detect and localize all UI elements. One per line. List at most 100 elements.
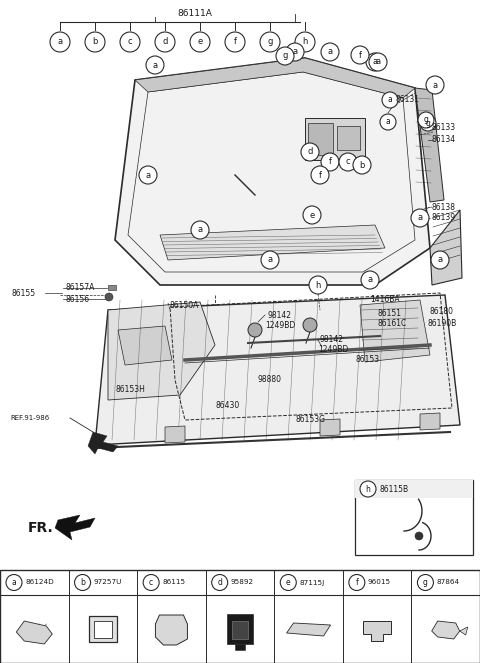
Bar [337, 126, 360, 150]
Text: f: f [356, 578, 358, 587]
Text: 86161C: 86161C [378, 318, 407, 328]
Circle shape [225, 32, 245, 52]
Circle shape [303, 318, 317, 332]
Text: c: c [149, 578, 153, 587]
Bar [305, 118, 365, 160]
Circle shape [366, 53, 384, 71]
Circle shape [212, 575, 228, 591]
Polygon shape [95, 295, 460, 445]
Text: a: a [367, 276, 372, 284]
Text: a: a [375, 58, 381, 66]
Text: a: a [388, 95, 392, 105]
Text: 86190B: 86190B [428, 318, 457, 328]
Text: f: f [328, 158, 332, 166]
Circle shape [139, 166, 157, 184]
Circle shape [276, 47, 294, 65]
Polygon shape [287, 623, 331, 636]
Polygon shape [55, 515, 95, 540]
Text: b: b [360, 160, 365, 170]
Bar [235, 644, 245, 650]
Text: e: e [310, 210, 314, 219]
Text: g: g [423, 115, 429, 125]
Text: 1249BD: 1249BD [318, 345, 348, 355]
Text: a: a [153, 60, 157, 70]
Bar [232, 621, 248, 639]
Circle shape [415, 532, 423, 540]
Circle shape [418, 575, 433, 591]
Text: 98142: 98142 [268, 310, 292, 320]
Polygon shape [415, 88, 444, 202]
Text: g: g [426, 119, 431, 127]
Circle shape [431, 251, 449, 269]
Text: a: a [437, 255, 443, 265]
Text: a: a [327, 48, 333, 56]
Text: c: c [346, 158, 350, 166]
Text: 86133: 86133 [432, 123, 456, 133]
Polygon shape [118, 326, 172, 365]
Circle shape [155, 32, 175, 52]
Circle shape [369, 53, 387, 71]
Text: a: a [372, 58, 378, 66]
Bar [227, 614, 253, 644]
Text: 86111A: 86111A [178, 9, 213, 19]
Text: h: h [366, 485, 371, 493]
Circle shape [353, 156, 371, 174]
Text: h: h [315, 280, 321, 290]
Text: a: a [12, 578, 16, 587]
Bar [89, 616, 117, 642]
Circle shape [260, 32, 280, 52]
Circle shape [190, 32, 210, 52]
Polygon shape [363, 621, 391, 641]
Text: 1416BA: 1416BA [370, 296, 400, 304]
Text: a: a [418, 213, 422, 223]
Circle shape [382, 92, 398, 108]
Text: 86430: 86430 [215, 400, 239, 410]
Circle shape [286, 43, 304, 61]
Text: c: c [128, 38, 132, 46]
Text: e: e [286, 578, 290, 587]
Circle shape [380, 114, 396, 130]
Polygon shape [432, 621, 460, 639]
Text: 1249BD: 1249BD [265, 320, 295, 330]
Text: 86131: 86131 [395, 95, 419, 105]
Circle shape [50, 32, 70, 52]
Polygon shape [156, 615, 187, 645]
Circle shape [120, 32, 140, 52]
Text: f: f [319, 170, 322, 180]
Text: 87864: 87864 [436, 579, 459, 585]
Text: 86124D: 86124D [25, 579, 54, 585]
Circle shape [191, 221, 209, 239]
Text: d: d [162, 38, 168, 46]
Circle shape [295, 32, 315, 52]
Polygon shape [135, 58, 415, 98]
Polygon shape [88, 432, 118, 454]
Text: b: b [80, 578, 85, 587]
Polygon shape [430, 210, 462, 285]
Polygon shape [360, 300, 430, 362]
Text: REF.91-986: REF.91-986 [10, 415, 49, 421]
Bar [94, 621, 112, 638]
Circle shape [311, 166, 329, 184]
Text: 86153H: 86153H [115, 385, 145, 394]
Text: h: h [302, 38, 308, 46]
Polygon shape [115, 58, 430, 285]
Text: 98142: 98142 [320, 335, 344, 345]
Circle shape [261, 251, 279, 269]
Circle shape [349, 575, 365, 591]
Text: 86150A: 86150A [170, 300, 199, 310]
Text: FR.: FR. [28, 521, 54, 535]
Text: 96015: 96015 [368, 579, 391, 585]
Text: 86156: 86156 [65, 294, 89, 304]
Circle shape [360, 481, 376, 497]
Text: a: a [385, 117, 390, 127]
Bar [108, 285, 116, 290]
Circle shape [146, 56, 164, 74]
Polygon shape [165, 426, 185, 443]
Polygon shape [108, 302, 215, 400]
Text: 86153G: 86153G [295, 416, 325, 424]
Text: a: a [145, 170, 151, 180]
Bar [0, 570, 480, 663]
Circle shape [420, 115, 436, 131]
Polygon shape [160, 225, 385, 260]
Circle shape [351, 46, 369, 64]
